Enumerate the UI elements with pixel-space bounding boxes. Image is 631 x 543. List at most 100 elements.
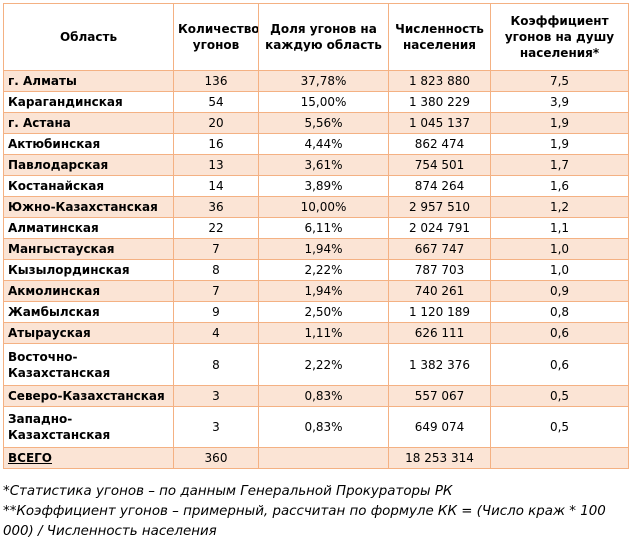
value-cell: 3 <box>173 406 259 448</box>
value-cell: 0,6 <box>490 343 629 386</box>
value-cell: 7 <box>173 280 259 302</box>
value-cell: 6,11% <box>258 217 389 239</box>
footnote: **Коэффициент угонов – примерный, рассчи… <box>3 504 606 539</box>
value-cell: 22 <box>173 217 259 239</box>
table-row: Павлодарская 13 3,61% 754 501 1,7 <box>3 154 629 176</box>
value-cell: 0,9 <box>490 280 629 302</box>
table-row: Восточно-Казахстанская 8 2,22% 1 382 376 0,6 <box>3 343 629 386</box>
value-cell: 1,1 <box>490 217 629 239</box>
value-cell: 4 <box>173 322 259 344</box>
value-cell: 14 <box>173 175 259 197</box>
value-cell: 3,89% <box>258 175 389 197</box>
table-row: Западно-Казахстанская 3 0,83% 649 074 0,5 <box>3 406 629 448</box>
region-cell: Костанайская <box>3 175 174 197</box>
total-row: ВСЕГО 360 18 253 314 <box>3 447 629 469</box>
value-cell: 1 120 189 <box>388 301 491 323</box>
region-cell: Мангыстауская <box>3 238 174 260</box>
header-row: Область Количество угонов Доля угонов на к… <box>3 3 629 71</box>
region-cell: Алматинская <box>3 217 174 239</box>
footnotes: *Статистика угонов – по данным Генеральн… <box>3 482 628 542</box>
total-count: 360 <box>173 447 259 469</box>
value-cell: 667 747 <box>388 238 491 260</box>
value-cell: 1,7 <box>490 154 629 176</box>
value-cell: 0,8 <box>490 301 629 323</box>
total-population: 18 253 314 <box>388 447 491 469</box>
value-cell: 1,94% <box>258 280 389 302</box>
value-cell: 1,94% <box>258 238 389 260</box>
value-cell: 20 <box>173 112 259 134</box>
value-cell: 3 <box>173 385 259 407</box>
table-row: г. Алматы 136 37,78% 1 823 880 7,5 <box>3 70 629 92</box>
value-cell: 1,9 <box>490 133 629 155</box>
value-cell: 787 703 <box>388 259 491 281</box>
value-cell: 7 <box>173 238 259 260</box>
value-cell: 10,00% <box>258 196 389 218</box>
region-cell: Восточно-Казахстанская <box>3 343 174 386</box>
total-label: ВСЕГО <box>8 451 52 465</box>
value-cell: 1,0 <box>490 259 629 281</box>
header-cell: Коэффициент угонов на душу населения* <box>490 3 629 71</box>
value-cell: 1,0 <box>490 238 629 260</box>
table-row: Костанайская 14 3,89% 874 264 1,6 <box>3 175 629 197</box>
value-cell: 8 <box>173 343 259 386</box>
value-cell: 9 <box>173 301 259 323</box>
empty-cell <box>490 447 629 469</box>
value-cell: 1 823 880 <box>388 70 491 92</box>
value-cell: 557 067 <box>388 385 491 407</box>
value-cell: 2,50% <box>258 301 389 323</box>
region-cell: Жамбылская <box>3 301 174 323</box>
value-cell: 862 474 <box>388 133 491 155</box>
region-cell: г. Астана <box>3 112 174 134</box>
value-cell: 0,5 <box>490 406 629 448</box>
region-cell: Кызылординская <box>3 259 174 281</box>
value-cell: 8 <box>173 259 259 281</box>
value-cell: 754 501 <box>388 154 491 176</box>
value-cell: 2,22% <box>258 259 389 281</box>
region-cell: Атырауская <box>3 322 174 344</box>
table-row: Южно-Казахстанская 36 10,00% 2 957 510 1,2 <box>3 196 629 218</box>
value-cell: 1,6 <box>490 175 629 197</box>
footnote: *Статистика угонов – по данным Генеральн… <box>3 484 453 499</box>
value-cell: 1,11% <box>258 322 389 344</box>
header-cell: Численность населения <box>388 3 491 71</box>
header-cell: Область <box>3 3 174 71</box>
table-row: Атырауская 4 1,11% 626 111 0,6 <box>3 322 629 344</box>
value-cell: 5,56% <box>258 112 389 134</box>
region-cell: г. Алматы <box>3 70 174 92</box>
table-row: г. Астана 20 5,56% 1 045 137 1,9 <box>3 112 629 134</box>
value-cell: 626 111 <box>388 322 491 344</box>
value-cell: 1 045 137 <box>388 112 491 134</box>
table-body: г. Алматы 136 37,78% 1 823 880 7,5 Карагандин… <box>3 70 629 469</box>
region-cell: Актюбинская <box>3 133 174 155</box>
value-cell: 2 957 510 <box>388 196 491 218</box>
value-cell: 7,5 <box>490 70 629 92</box>
table-row: Мангыстауская 7 1,94% 667 747 1,0 <box>3 238 629 260</box>
value-cell: 3,61% <box>258 154 389 176</box>
value-cell: 2,22% <box>258 343 389 386</box>
region-cell: Акмолинская <box>3 280 174 302</box>
table-wrap: Область Количество угонов Доля угонов на к… <box>3 3 629 469</box>
value-cell: 136 <box>173 70 259 92</box>
value-cell: 0,83% <box>258 406 389 448</box>
value-cell: 36 <box>173 196 259 218</box>
value-cell: 1 380 229 <box>388 91 491 113</box>
total-label-cell: ВСЕГО <box>3 447 174 469</box>
value-cell: 3,9 <box>490 91 629 113</box>
empty-cell <box>258 447 389 469</box>
value-cell: 37,78% <box>258 70 389 92</box>
value-cell: 0,5 <box>490 385 629 407</box>
value-cell: 0,83% <box>258 385 389 407</box>
value-cell: 874 264 <box>388 175 491 197</box>
header-cell: Доля угонов на каждую область <box>258 3 389 71</box>
value-cell: 1 382 376 <box>388 343 491 386</box>
value-cell: 54 <box>173 91 259 113</box>
value-cell: 4,44% <box>258 133 389 155</box>
value-cell: 2 024 791 <box>388 217 491 239</box>
region-cell: Павлодарская <box>3 154 174 176</box>
table-row: Актюбинская 16 4,44% 862 474 1,9 <box>3 133 629 155</box>
region-cell: Северо-Казахстанская <box>3 385 174 407</box>
table: Область Количество угонов Доля угонов на к… <box>3 3 629 469</box>
value-cell: 649 074 <box>388 406 491 448</box>
value-cell: 1,9 <box>490 112 629 134</box>
